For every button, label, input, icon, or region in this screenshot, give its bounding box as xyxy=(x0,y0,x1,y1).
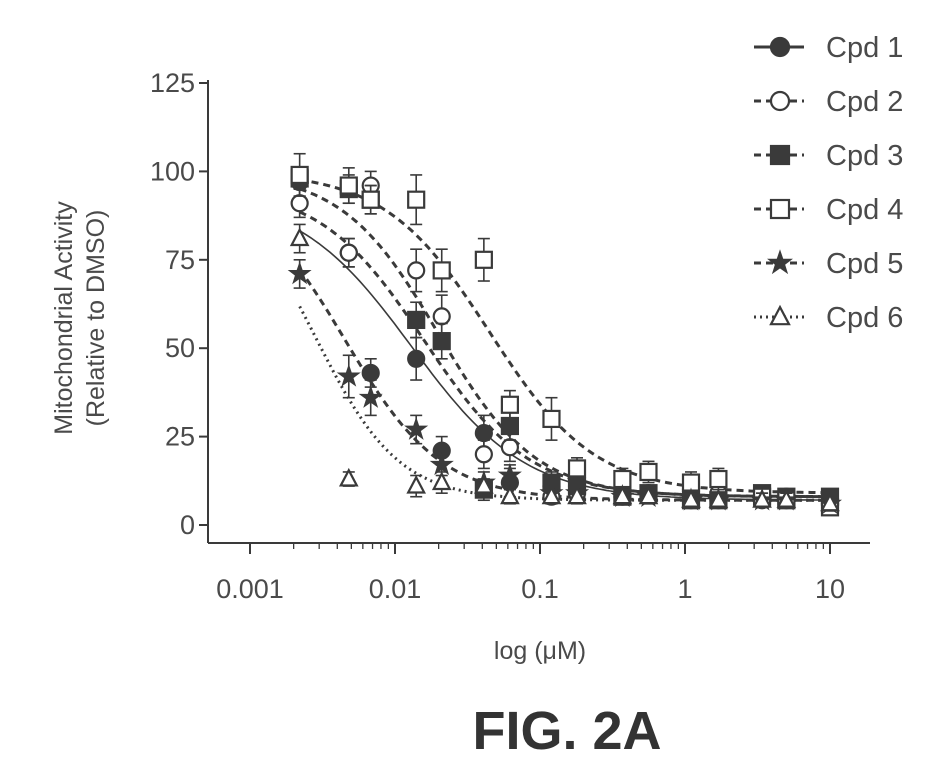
legend-label: Cpd 4 xyxy=(826,194,903,226)
y-axis-title-line: Mitochondrial Activity xyxy=(50,201,78,435)
data-point xyxy=(569,460,585,476)
data-point xyxy=(292,195,308,211)
legend: Cpd 1 Cpd 2 Cpd 3 Cpd 4 Cpd 5 Cpd 6 xyxy=(754,32,903,334)
data-point xyxy=(502,397,518,413)
x-tick-label: 10 xyxy=(815,574,845,604)
data-point xyxy=(476,252,492,268)
fit-curve xyxy=(300,189,830,497)
fit-curve xyxy=(300,212,830,497)
data-point xyxy=(408,351,424,367)
data-point xyxy=(502,418,518,434)
fit-curve xyxy=(300,306,830,500)
y-tick-label: 25 xyxy=(165,422,195,452)
legend-marker xyxy=(770,253,790,272)
data-point xyxy=(408,477,424,492)
data-point xyxy=(543,411,559,427)
data-point xyxy=(434,308,450,324)
legend-marker xyxy=(771,146,789,164)
x-tick-label: 0.01 xyxy=(369,574,422,604)
data-point xyxy=(640,464,656,480)
data-point xyxy=(710,471,726,487)
fit-curve xyxy=(300,231,830,500)
data-point xyxy=(434,333,450,349)
data-point xyxy=(341,245,357,261)
series-points xyxy=(292,171,838,508)
data-point xyxy=(363,192,379,208)
data-point xyxy=(502,439,518,455)
y-tick-label: 0 xyxy=(180,510,195,540)
legend-label: Cpd 6 xyxy=(826,302,903,334)
y-tick-label: 50 xyxy=(165,333,195,363)
data-point xyxy=(434,262,450,278)
data-point xyxy=(292,230,308,245)
series-points xyxy=(292,168,838,508)
legend-marker xyxy=(771,38,789,56)
data-point xyxy=(408,262,424,278)
x-tick-label: 0.001 xyxy=(216,574,284,604)
x-tick-label: 0.1 xyxy=(521,574,559,604)
data-point xyxy=(362,389,380,406)
data-point xyxy=(476,425,492,441)
legend-label: Cpd 5 xyxy=(826,248,903,280)
y-tick-label: 100 xyxy=(150,156,195,186)
x-axis-title: log (μM) xyxy=(494,637,586,665)
y-axis-title-line: (Relative to DMSO) xyxy=(82,210,110,427)
series-points xyxy=(292,168,838,512)
data-point xyxy=(408,312,424,328)
fit-curve xyxy=(300,180,830,493)
data-point xyxy=(408,192,424,208)
y-axis-title: Mitochondrial Activity(Relative to DMSO) xyxy=(50,201,110,435)
legend-label: Cpd 3 xyxy=(826,140,903,172)
legend-marker xyxy=(771,92,789,110)
y-tick-label: 75 xyxy=(165,245,195,275)
legend-label: Cpd 2 xyxy=(826,86,903,118)
figure-caption: FIG. 2A xyxy=(190,700,944,762)
data-point xyxy=(363,365,379,381)
data-point xyxy=(292,167,308,183)
data-point xyxy=(340,367,358,384)
legend-label: Cpd 1 xyxy=(826,32,903,64)
y-tick-label: 125 xyxy=(150,68,195,98)
legend-marker xyxy=(771,200,789,218)
fit-curves xyxy=(300,180,830,500)
x-tick-label: 1 xyxy=(677,574,692,604)
data-point xyxy=(341,178,357,194)
data-point xyxy=(476,446,492,462)
